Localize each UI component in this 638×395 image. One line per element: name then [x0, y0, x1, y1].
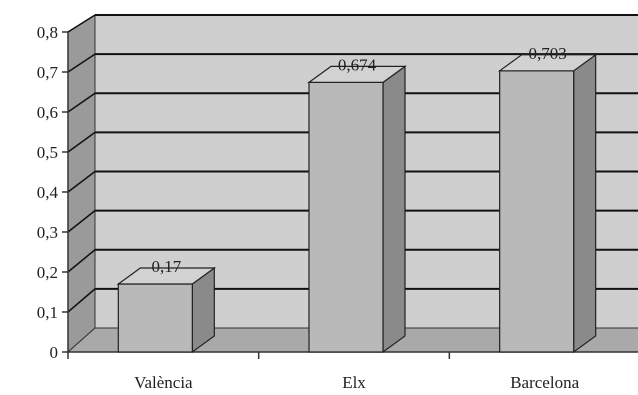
bar [307, 65, 407, 354]
gridline-side [67, 249, 96, 273]
bar-top [307, 65, 407, 84]
y-tick-label: 0,8 [37, 23, 58, 42]
bar [116, 266, 217, 354]
gridline-side [67, 288, 96, 313]
y-tick-label: 0 [50, 343, 59, 362]
bar-side [382, 65, 406, 354]
category-label: Barcelona [510, 373, 579, 392]
y-tick-label: 0,2 [37, 263, 58, 282]
y-tick-label: 0,4 [37, 183, 59, 202]
data-label: 0,674 [338, 55, 377, 74]
bar-side [573, 53, 597, 354]
bar-top [497, 54, 598, 72]
bar [497, 53, 598, 354]
gridline-side [67, 14, 96, 33]
y-tick-labels: 0 0,1 0,2 0,3 0,4 0,5 0,6 0,7 0,8 [37, 23, 59, 362]
y-tick-label: 0,3 [37, 223, 58, 242]
gridline-side [67, 210, 96, 233]
data-label: 0,17 [151, 257, 181, 276]
category-label: Elx [342, 373, 366, 392]
gridline-side [67, 53, 96, 73]
gridline-side [67, 170, 96, 193]
category-labels: València Elx Barcelona [134, 373, 580, 392]
category-label: València [134, 373, 193, 392]
data-label: 0,703 [529, 44, 567, 63]
y-tick-label: 0,5 [37, 143, 58, 162]
y-tick-label: 0,7 [37, 63, 59, 82]
data-labels: 0,17 0,674 0,703 [151, 44, 566, 276]
bars [116, 53, 598, 354]
bar-front [308, 81, 384, 353]
bar-front [117, 283, 193, 353]
gridline-side [67, 131, 96, 153]
bar-front [499, 70, 575, 353]
y-tick-label: 0,6 [37, 103, 58, 122]
bar-top [116, 267, 217, 285]
chart-side-wall [67, 14, 96, 354]
x-axis-ticks [67, 352, 451, 359]
y-axis [62, 31, 69, 353]
gridline-side [67, 92, 96, 113]
y-tick-label: 0,1 [37, 303, 58, 322]
